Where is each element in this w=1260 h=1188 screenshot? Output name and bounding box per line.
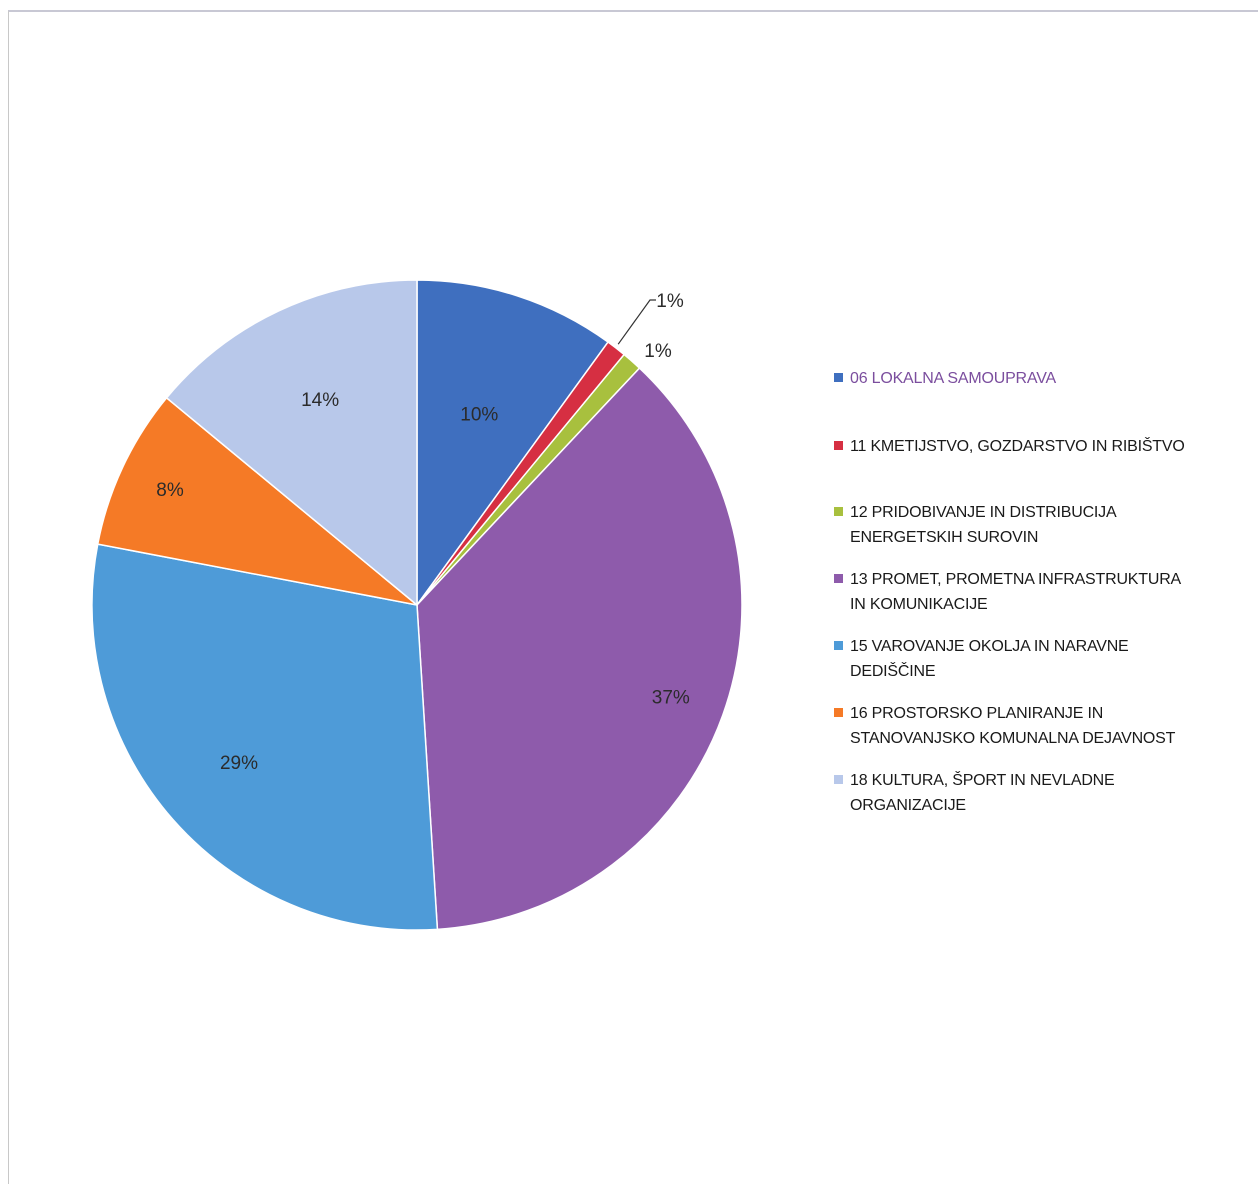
legend-item: 18 KULTURA, ŠPORT IN NEVLADNE ORGANIZACI… <box>834 768 1254 818</box>
slice-value-label: 8% <box>156 480 184 501</box>
chart-frame <box>8 10 1258 1184</box>
pie-slice <box>165 279 418 607</box>
legend-item: 12 PRIDOBIVANJE IN DISTRIBUCIJA ENERGETS… <box>834 500 1254 550</box>
pie-slice <box>416 279 610 608</box>
legend-swatch <box>834 373 843 382</box>
legend-swatch <box>834 775 843 784</box>
slice-value-label: 10% <box>460 404 498 425</box>
legend-item: 13 PROMET, PROMETNA INFRASTRUKTURA IN KO… <box>834 567 1254 617</box>
pie-slice <box>96 396 418 606</box>
legend-swatch <box>834 441 843 450</box>
legend-label: 13 PROMET, PROMETNA INFRASTRUKTURA IN KO… <box>850 571 1182 613</box>
pie-slice <box>91 543 439 931</box>
slice-value-label: 37% <box>652 687 690 708</box>
legend-label: 12 PRIDOBIVANJE IN DISTRIBUCIJA ENERGETS… <box>850 504 1117 546</box>
legend-item: 11 KMETIJSTVO, GOZDARSTVO IN RIBIŠTVO <box>834 434 1254 459</box>
legend-item: 15 VAROVANJE OKOLJA IN NARAVNE DEDIŠČINE <box>834 634 1254 684</box>
legend-item: 06 LOKALNA SAMOUPRAVA <box>834 366 1254 391</box>
slice-value-label: 1% <box>656 291 684 312</box>
legend-label: 16 PROSTORSKO PLANIRANJE IN STANOVANJSKO… <box>850 705 1176 747</box>
leader-lines <box>617 299 656 345</box>
slice-value-label: 14% <box>301 390 339 411</box>
legend-label: 18 KULTURA, ŠPORT IN NEVLADNE ORGANIZACI… <box>850 772 1115 814</box>
legend-swatch <box>834 574 843 583</box>
slice-value-label: 29% <box>220 753 258 774</box>
legend-label: 15 VAROVANJE OKOLJA IN NARAVNE DEDIŠČINE <box>850 638 1129 680</box>
pie-slices <box>91 279 743 931</box>
legend-label: 06 LOKALNA SAMOUPRAVA <box>850 370 1056 387</box>
pie-value-labels: 10% 1% 1% 37% 29% 8% 14% <box>156 291 690 774</box>
legend-item: 16 PROSTORSKO PLANIRANJE IN STANOVANJSKO… <box>834 701 1254 751</box>
slice-value-label: 1% <box>644 341 672 362</box>
legend-swatch <box>834 507 843 516</box>
legend-swatch <box>834 708 843 717</box>
leader-line <box>617 299 656 345</box>
legend-label: 11 KMETIJSTVO, GOZDARSTVO IN RIBIŠTVO <box>850 438 1185 455</box>
legend-swatch <box>834 641 843 650</box>
pie-slice <box>416 367 743 931</box>
